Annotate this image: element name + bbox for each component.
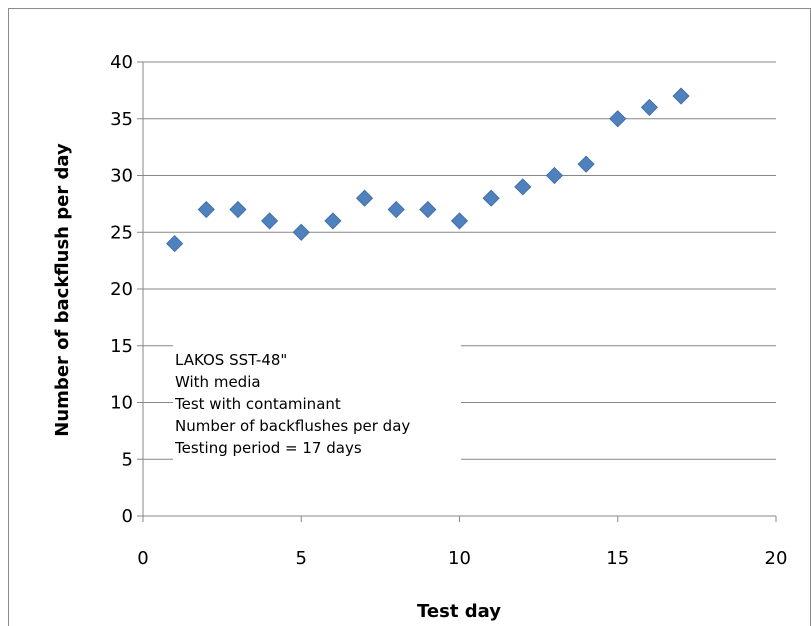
data-point [229,200,247,219]
x-tick-label: 0 [137,548,148,569]
x-tick-label: 20 [765,548,788,569]
y-tick-label: 25 [110,222,133,243]
annotation-text: LAKOS SST-48" With media Test with contami… [174,351,410,457]
y-tick-label: 0 [122,506,133,527]
x-tick-label: 5 [296,548,307,569]
y-tick-label: 5 [122,449,133,470]
y-tick-label: 35 [110,109,133,130]
data-point [545,166,564,185]
data-point [577,155,595,173]
data-point [387,200,405,219]
data-point [166,235,184,253]
annotation-line: With media [175,373,261,391]
data-point [672,87,690,105]
y-axis-title: Number of backflush per day [52,143,73,437]
x-tick-label: 10 [448,548,471,569]
y-tick-label: 30 [110,166,133,187]
y-tick-label: 40 [110,52,133,73]
annotation-line: Testing period = 17 days [174,439,362,457]
x-tick-labels: 0 5 10 15 20 [137,548,787,569]
data-point [292,223,310,241]
x-axis-title: Test day [417,601,501,622]
data-points [166,87,690,253]
data-point [261,212,279,230]
data-point [450,212,469,230]
data-point [419,200,437,219]
y-tick-label: 10 [110,393,133,414]
y-tick-label: 15 [110,336,133,357]
data-point [514,178,532,196]
annotation-line: Number of backflushes per day [175,417,410,435]
annotation-line: LAKOS SST-48" [175,351,287,369]
axes [137,61,777,522]
data-point [324,212,342,230]
annotation-line: Test with contaminant [174,395,341,413]
annotation-background [173,343,461,463]
annotation-box [173,343,461,463]
data-point [482,189,500,207]
data-point [609,110,627,128]
y-tick-label: 20 [110,279,133,300]
x-tick-label: 15 [606,548,629,569]
data-point [640,98,658,116]
data-point [355,189,374,207]
chart-border [8,8,811,626]
data-point [197,200,215,219]
y-tick-labels: 0 5 10 15 20 25 30 35 40 [110,52,133,527]
